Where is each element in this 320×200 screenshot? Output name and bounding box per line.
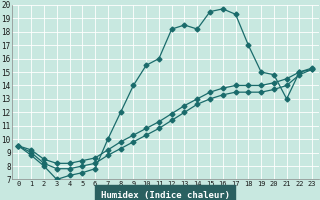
X-axis label: Humidex (Indice chaleur): Humidex (Indice chaleur) (101, 191, 230, 200)
